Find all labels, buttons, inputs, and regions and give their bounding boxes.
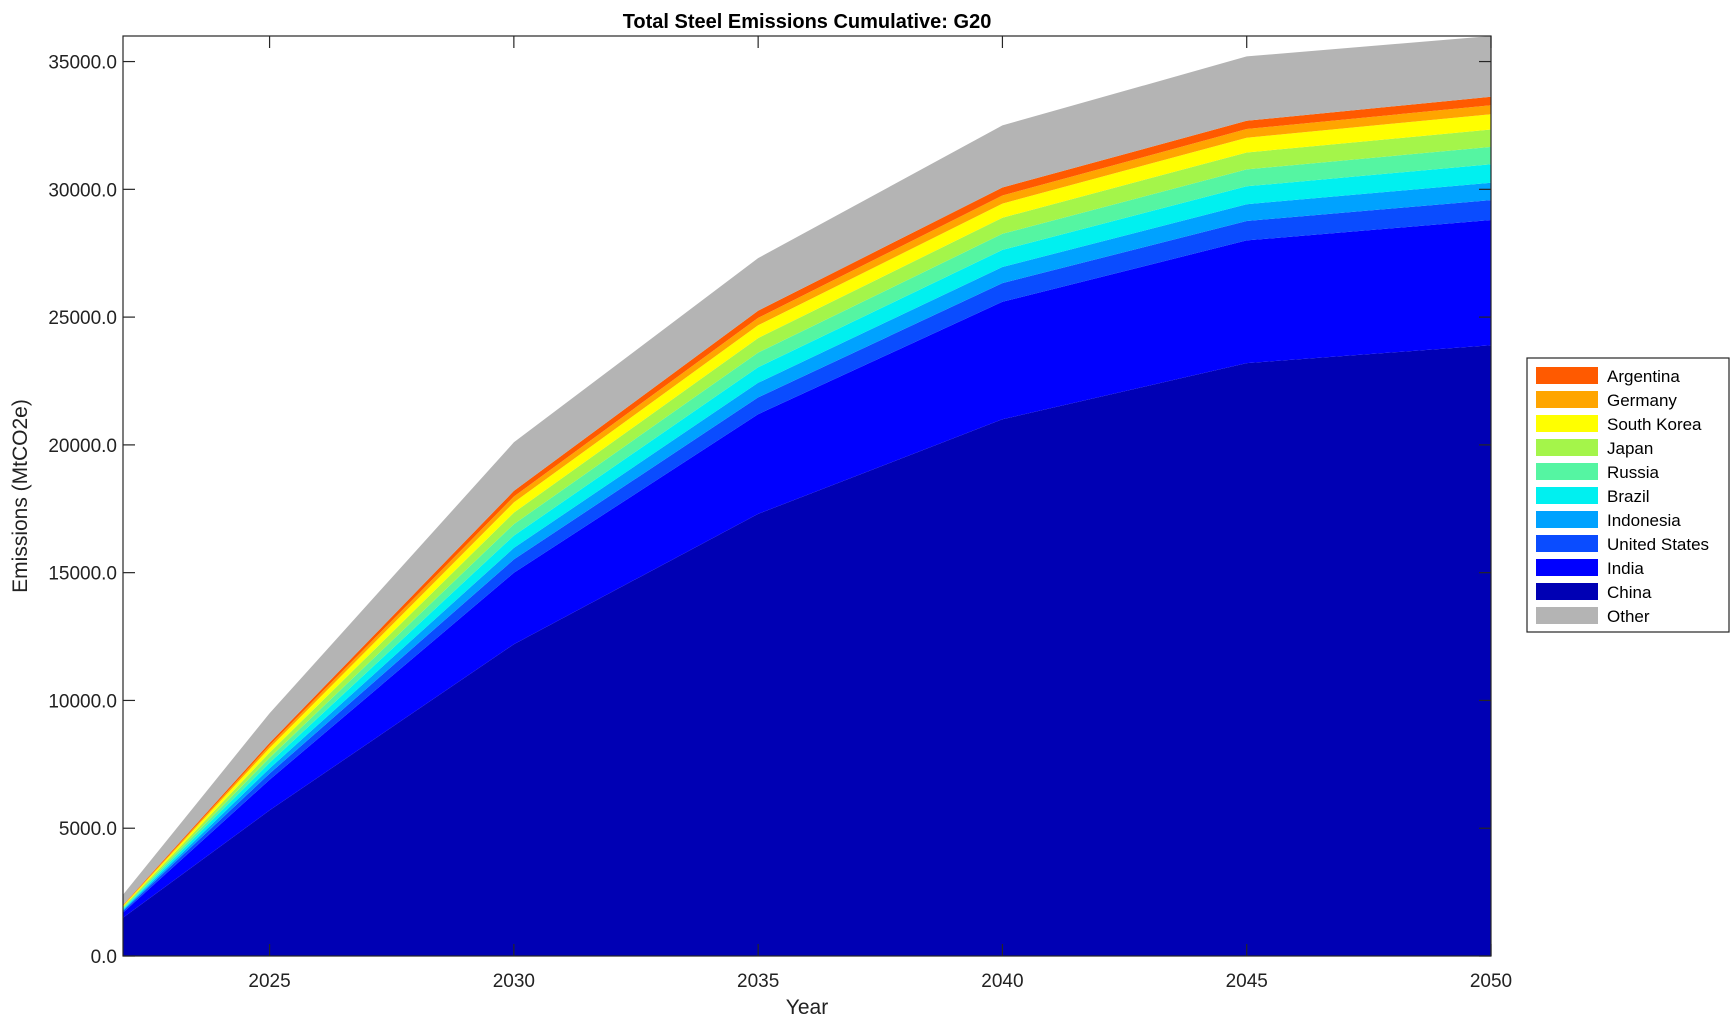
legend-label-argentina: Argentina	[1607, 367, 1680, 386]
legend-swatch-south-korea	[1536, 415, 1598, 432]
y-tick-label-35000: 35000.0	[48, 53, 117, 74]
x-tick-label-2045: 2045	[1226, 971, 1268, 992]
plot-frame	[122, 35, 1492, 957]
legend-swatch-united-states	[1536, 535, 1598, 552]
y-tick-label-5000: 5000.0	[59, 819, 117, 840]
y-tick-label-30000: 30000.0	[48, 180, 117, 201]
legend-swatch-china	[1536, 583, 1598, 600]
legend-label-china: China	[1607, 583, 1652, 602]
x-tick-label-2025: 2025	[248, 971, 290, 992]
legend-swatch-other	[1536, 607, 1598, 624]
legend-label-other: Other	[1607, 607, 1650, 626]
area-layers	[123, 36, 1491, 956]
y-tick-label-25000: 25000.0	[48, 308, 117, 329]
legend-swatch-argentina	[1536, 367, 1598, 384]
legend-swatch-germany	[1536, 391, 1598, 408]
legend-swatch-india	[1536, 559, 1598, 576]
x-axis-label: Year	[786, 996, 828, 1019]
legend-label-indonesia: Indonesia	[1607, 511, 1681, 530]
legend-label-india: India	[1607, 559, 1644, 578]
x-tick-label-2030: 2030	[493, 971, 535, 992]
x-tick-label-2040: 2040	[981, 971, 1023, 992]
legend-label-south-korea: South Korea	[1607, 415, 1702, 434]
legend: Argentina Germany South Korea Japan Russia Br…	[1526, 357, 1730, 633]
area-china	[123, 345, 1491, 956]
y-axis-label: Emissions (MtCO2e)	[9, 399, 32, 593]
legend-swatch-russia	[1536, 463, 1598, 480]
legend-label-united-states: United States	[1607, 535, 1709, 554]
y-tick-label-0: 0.0	[91, 947, 117, 968]
legend-swatch-japan	[1536, 439, 1598, 456]
legend-label-russia: Russia	[1607, 463, 1660, 482]
legend-label-germany: Germany	[1607, 391, 1677, 410]
y-tick-label-15000: 15000.0	[48, 564, 117, 585]
y-tick-label-20000: 20000.0	[48, 436, 117, 457]
chart-title: Total Steel Emissions Cumulative: G20	[623, 11, 992, 33]
x-tick-label-2035: 2035	[737, 971, 779, 992]
area-india	[123, 220, 1491, 918]
legend-swatch-indonesia	[1536, 511, 1598, 528]
x-tick-label-2050: 2050	[1470, 971, 1512, 992]
axis-ticks: 2025 2030 2035 2040 2045 2050 0.0 5000.0 10000.0…	[48, 36, 1512, 992]
y-tick-label-10000: 10000.0	[48, 691, 117, 712]
legend-label-japan: Japan	[1607, 439, 1653, 458]
legend-label-brazil: Brazil	[1607, 487, 1650, 506]
legend-swatch-brazil	[1536, 487, 1598, 504]
